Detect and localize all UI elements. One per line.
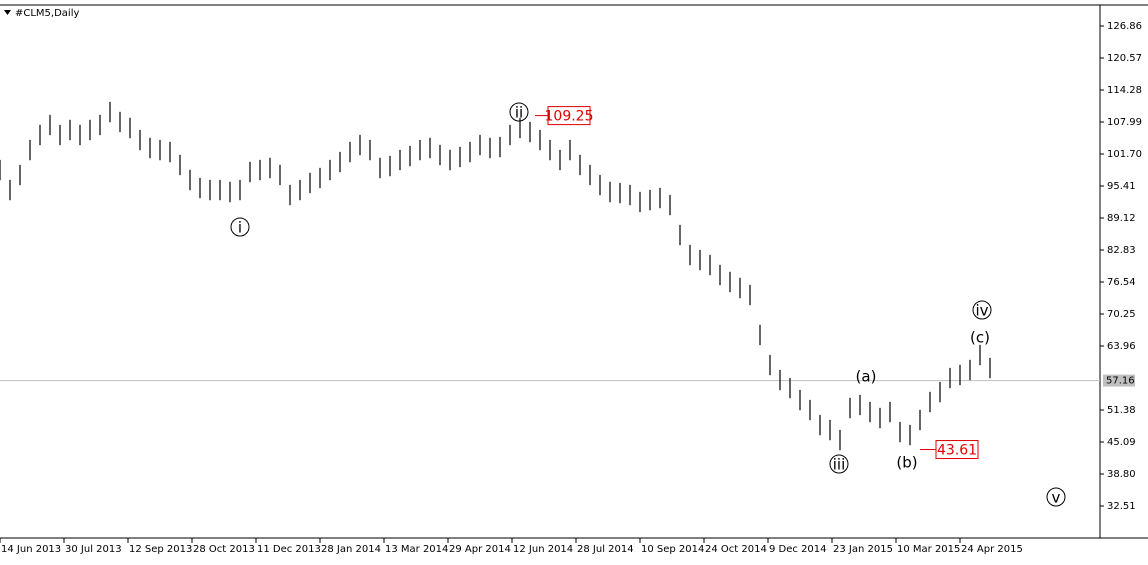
y-tick-label: 107.99 <box>1107 117 1142 128</box>
wave-circle <box>829 454 849 474</box>
x-tick-label: 23 Jan 2015 <box>833 544 893 555</box>
y-tick-label: 114.28 <box>1107 85 1142 96</box>
wave-label: (a) <box>856 368 877 386</box>
wave-circle <box>1046 487 1066 507</box>
x-tick-label: 28 Oct 2013 <box>193 544 255 555</box>
x-tick-label: 12 Jun 2014 <box>513 544 573 555</box>
chart-title: #CLM5,Daily <box>15 8 79 19</box>
callout-box <box>547 106 591 126</box>
y-tick-label: 38.80 <box>1107 469 1136 480</box>
x-tick-label: 28 Jan 2014 <box>321 544 381 555</box>
wave-circle <box>230 217 250 237</box>
wave-label: ii <box>515 104 523 122</box>
x-tick-label: 11 Dec 2013 <box>257 544 321 555</box>
y-tick-label: 76.54 <box>1107 277 1136 288</box>
callout-label: 43.61 <box>937 443 977 459</box>
current-price-box <box>1103 374 1135 387</box>
x-tick-label: 9 Dec 2014 <box>769 544 827 555</box>
y-tick-label: 51.38 <box>1107 405 1136 416</box>
y-tick-label: 45.09 <box>1107 437 1136 448</box>
menu-triangle[interactable] <box>4 10 11 15</box>
callout-label: 109.25 <box>545 109 594 125</box>
y-tick-label: 101.70 <box>1107 149 1142 160</box>
y-tick-label: 95.41 <box>1107 181 1136 192</box>
x-tick-label: 14 Jun 2013 <box>1 544 61 555</box>
x-tick-label: 10 Sep 2014 <box>641 544 704 555</box>
wave-label: (b) <box>896 454 917 472</box>
x-tick-label: 30 Jul 2013 <box>65 544 122 555</box>
x-tick-label: 29 Apr 2014 <box>449 544 511 555</box>
y-tick-label: 120.57 <box>1107 53 1142 64</box>
wave-label: (c) <box>970 329 990 347</box>
x-tick-label: 10 Mar 2015 <box>897 544 960 555</box>
x-tick-label: 12 Sep 2013 <box>129 544 192 555</box>
wave-label: iv <box>975 302 988 320</box>
y-tick-label: 70.25 <box>1107 309 1136 320</box>
callout-box <box>935 440 979 460</box>
y-tick-label: 32.51 <box>1107 501 1136 512</box>
wave-label: i <box>238 219 242 237</box>
x-tick-label: 28 Jul 2014 <box>577 544 634 555</box>
current-price-label: 57.16 <box>1106 376 1135 387</box>
wave-label: v <box>1052 489 1061 507</box>
x-tick-label: 24 Apr 2015 <box>961 544 1023 555</box>
y-tick-label: 126.86 <box>1107 21 1142 32</box>
x-tick-label: 13 Mar 2014 <box>385 544 448 555</box>
wave-circle <box>972 300 992 320</box>
y-tick-label: 82.83 <box>1107 245 1136 256</box>
wave-circle <box>509 102 529 122</box>
wave-label: iii <box>833 456 846 474</box>
y-tick-label: 63.96 <box>1107 341 1136 352</box>
x-tick-label: 24 Oct 2014 <box>705 544 767 555</box>
y-tick-label: 89.12 <box>1107 213 1136 224</box>
